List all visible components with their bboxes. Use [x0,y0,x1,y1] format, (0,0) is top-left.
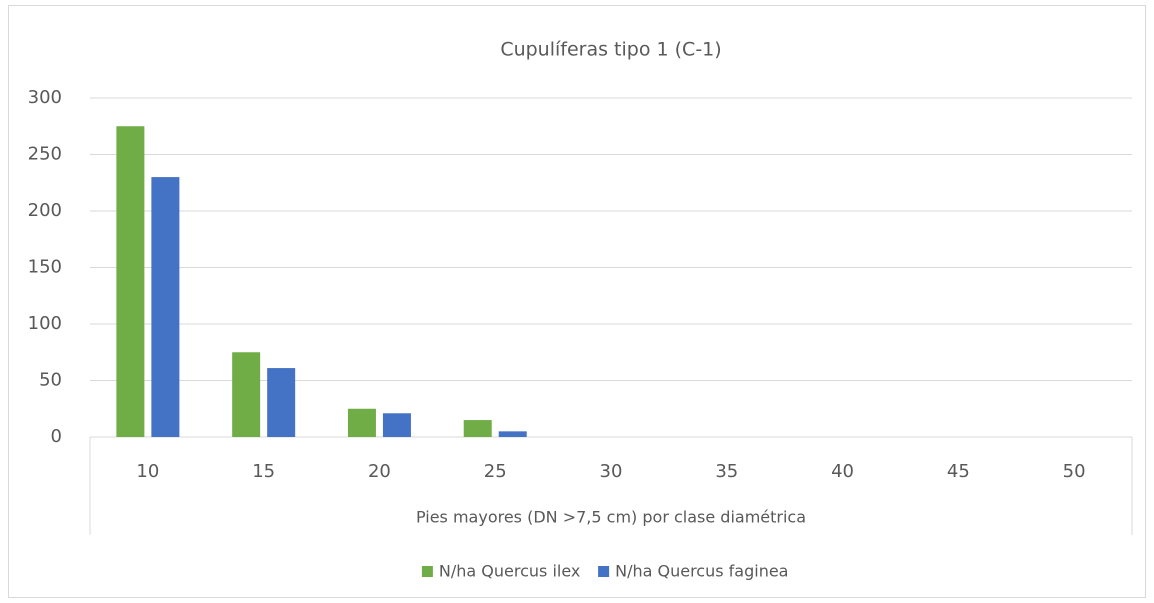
bar [347,408,376,437]
bar [151,177,180,437]
chart-title: Cupulíferas tipo 1 (C-1) [500,39,721,61]
x-tick-label: 15 [252,461,275,482]
y-tick-label: 0 [51,426,62,447]
y-tick-label: 200 [28,200,62,221]
y-tick-label: 100 [28,313,62,334]
bar [232,352,261,437]
legend-swatch [421,566,433,577]
y-tick-label: 50 [39,370,62,391]
legend-label: N/ha Quercus ilex [439,562,580,581]
bar [463,420,492,437]
x-tick-label: 35 [715,461,738,482]
y-tick-label: 300 [28,87,62,108]
bar [382,413,411,437]
x-tick-label: 45 [947,461,970,482]
y-tick-label: 150 [28,257,62,278]
bar [267,368,296,437]
x-tick-label: 40 [831,461,854,482]
legend-swatch [598,566,610,577]
x-tick-label: 25 [484,461,507,482]
x-tick-label: 10 [136,461,159,482]
x-axis-title: Pies mayores (DN >7,5 cm) por clase diam… [416,508,806,527]
bar [498,431,527,437]
bar [116,126,145,437]
legend-label: N/ha Quercus faginea [615,562,788,581]
x-tick-label: 20 [368,461,391,482]
y-tick-label: 250 [28,144,62,165]
x-tick-label: 30 [600,461,623,482]
chart-border [8,5,1146,598]
x-tick-label: 50 [1063,461,1086,482]
